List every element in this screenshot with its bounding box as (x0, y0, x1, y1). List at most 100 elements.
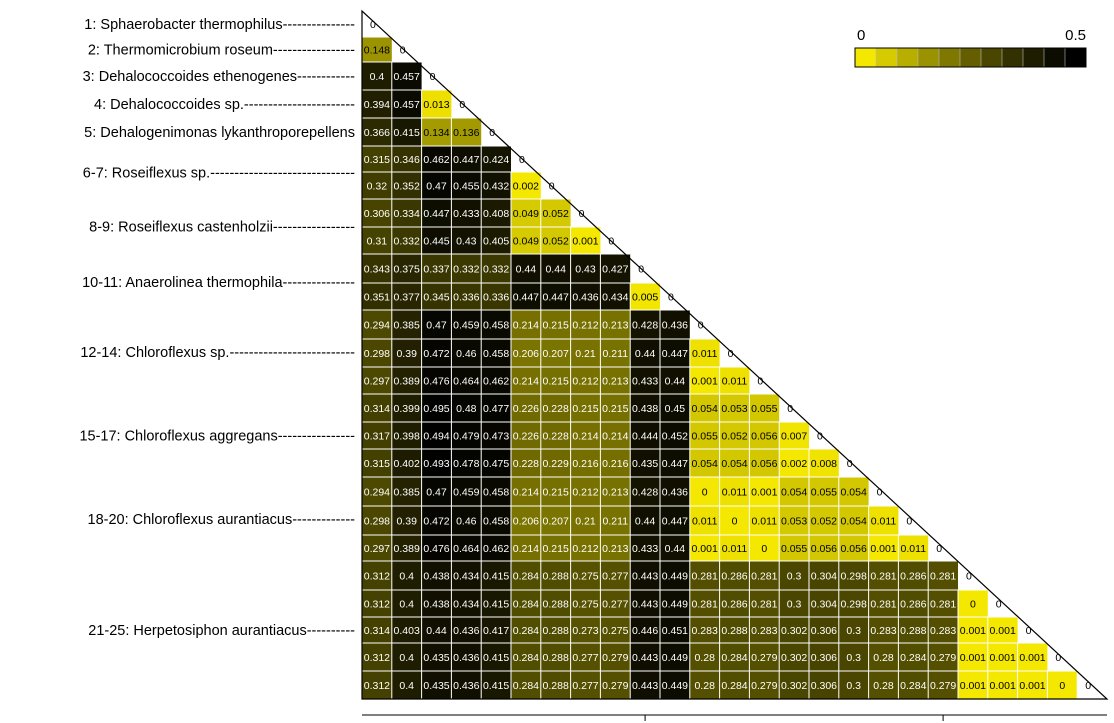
cell-value-label: 0.056 (841, 543, 867, 555)
diagonal-value-label: 0 (877, 487, 883, 499)
cell-value-label: 0.435 (632, 458, 658, 470)
heatmap-cell (362, 90, 392, 118)
heatmap-cell (898, 535, 929, 561)
cell-value-label: 0.011 (722, 543, 748, 555)
heatmap-cell (719, 590, 750, 617)
cell-value-label: 0.494 (423, 431, 449, 443)
cell-value-label: 0.213 (602, 543, 628, 555)
cell-value-label: 0.415 (483, 571, 509, 583)
cell-value-label: 0.4 (399, 571, 414, 583)
heatmap-cell (511, 590, 541, 617)
cell-value-label: 0.298 (841, 571, 867, 583)
heatmap-cell (868, 590, 899, 617)
cell-value-label: 0.435 (423, 652, 449, 664)
cell-value-label: 0.294 (364, 320, 390, 332)
cell-value-label: 0.457 (394, 99, 420, 111)
cell-value-label: 0.298 (841, 599, 867, 611)
cell-value-label: 0 (970, 599, 976, 611)
heatmap-cell (958, 617, 988, 643)
colorbar-segment (897, 48, 919, 67)
heatmap-cell (660, 367, 690, 394)
cell-value-label: 0.433 (632, 376, 658, 388)
cell-value-label: 0.001 (1019, 680, 1045, 692)
cell-value-label: 0.214 (602, 431, 628, 443)
cell-value-label: 0.44 (545, 264, 566, 276)
heatmap-cell (630, 449, 660, 477)
cell-value-label: 0.056 (751, 431, 777, 443)
colorbar-segment (939, 48, 961, 67)
cell-value-label: 0.214 (513, 487, 539, 499)
cell-value-label: 0.281 (930, 599, 956, 611)
heatmap-cell (421, 310, 452, 339)
heatmap-cell (749, 590, 780, 617)
heatmap-cell (600, 535, 631, 561)
heatmap-cell (481, 590, 511, 617)
diagonal-value-label: 0 (549, 181, 555, 193)
diagonal-value-label: 0 (1085, 680, 1091, 692)
heatmap-cell (421, 449, 452, 477)
heatmap-cell (749, 449, 780, 477)
heatmap-cell (451, 118, 482, 146)
heatmap-cell (451, 671, 482, 699)
cell-value-label: 0.284 (513, 652, 539, 664)
heatmap-cell (660, 449, 690, 477)
cell-value-label: 0.443 (632, 599, 658, 611)
cell-value-label: 0.288 (900, 625, 926, 637)
cell-value-label: 0.39 (396, 348, 417, 360)
cell-value-label: 0.002 (513, 181, 539, 193)
heatmap-cell (570, 367, 601, 394)
cell-value-label: 0.052 (543, 208, 569, 220)
cell-value-label: 0.434 (453, 599, 479, 611)
cell-value-label: 0.206 (513, 348, 539, 360)
heatmap-cell (421, 146, 452, 172)
cell-value-label: 0.43 (456, 236, 477, 248)
heatmap-cell (391, 477, 422, 506)
cell-value-label: 0.447 (513, 292, 539, 304)
heatmap-cell (868, 561, 899, 590)
heatmap-cell (421, 199, 452, 227)
heatmap-cell (481, 535, 511, 561)
heatmap-cell (600, 590, 631, 617)
cell-value-label: 0.055 (692, 431, 718, 443)
heatmap-cell (451, 590, 482, 617)
heatmap-cell (749, 617, 780, 643)
heatmap-cell (362, 590, 392, 617)
cell-value-label: 0.462 (483, 543, 509, 555)
cell-value-label: 0.302 (781, 625, 807, 637)
cell-value-label: 0.433 (632, 543, 658, 555)
cell-value-label: 0.306 (811, 625, 837, 637)
heatmap-cell (451, 172, 482, 199)
cell-value-label: 0.279 (602, 652, 628, 664)
cell-value-label: 0.288 (543, 680, 569, 692)
cell-value-label: 0.44 (635, 348, 656, 360)
cell-value-label: 0.297 (364, 376, 390, 388)
cell-value-label: 0.011 (752, 516, 778, 528)
cell-value-label: 0.298 (364, 516, 390, 528)
heatmap-cell (540, 227, 571, 254)
heatmap-cell (898, 671, 929, 699)
heatmap-cell (481, 367, 511, 394)
cell-value-label: 0.206 (513, 516, 539, 528)
heatmap-cell (421, 172, 452, 199)
cell-value-label: 0.475 (483, 458, 509, 470)
cell-value-label: 0.277 (572, 680, 598, 692)
heatmap-cell (630, 617, 660, 643)
heatmap-cell (511, 561, 541, 590)
cell-value-label: 0.053 (721, 403, 747, 415)
heatmap-cell (362, 310, 392, 339)
heatmap-cell (660, 535, 690, 561)
heatmap-cell (511, 283, 541, 310)
heatmap-cell (570, 477, 601, 506)
cell-value-label: 0.228 (543, 403, 569, 415)
row-label: 21-25: Herpetosiphon aurantiacus--------… (88, 623, 355, 639)
heatmap-cell (660, 506, 690, 535)
cell-value-label: 0.389 (394, 543, 420, 555)
heatmap-cell (779, 449, 809, 477)
heatmap-cell (540, 199, 571, 227)
cell-value-label: 0.436 (662, 320, 688, 332)
cell-value-label: 0.428 (632, 320, 658, 332)
heatmap-cell (570, 449, 601, 477)
heatmap-cell (689, 671, 720, 699)
cell-value-label: 0.055 (781, 543, 807, 555)
heatmap-cell (689, 643, 720, 671)
